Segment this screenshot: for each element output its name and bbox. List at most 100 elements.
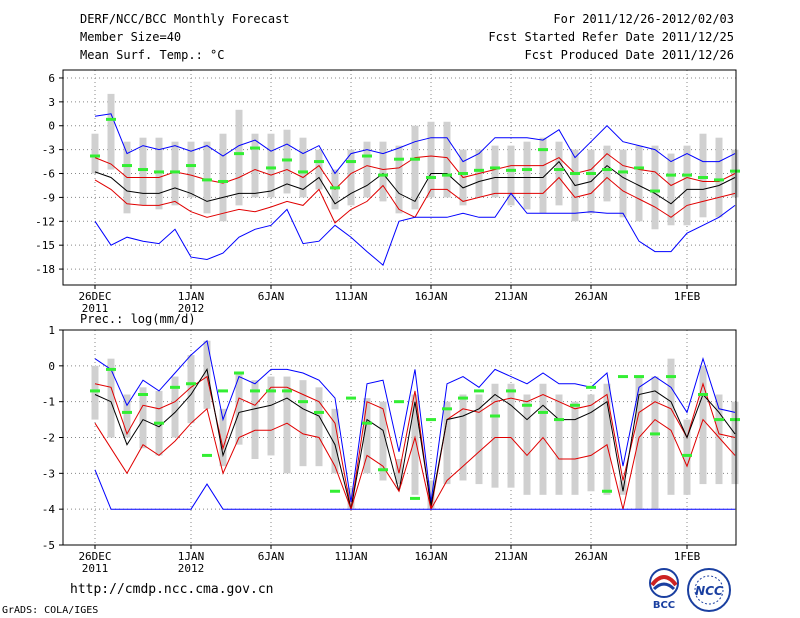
temp-spread-box — [91, 133, 99, 174]
variable-label: Mean Surf. Temp.: °C — [80, 48, 225, 62]
temp-spread-box — [107, 93, 115, 170]
prec-xtick-label-0: 26DEC — [78, 550, 111, 563]
prec-ytick-label-1: 0 — [48, 360, 55, 373]
temp-spread-box — [379, 141, 387, 202]
temp-spread-box — [315, 149, 323, 190]
bcc-logo-text: BCC — [653, 600, 675, 611]
temp-ytick-label-4: -6 — [42, 168, 55, 181]
prec-ytick-label-6: -5 — [42, 539, 55, 552]
prec-spread-box — [507, 383, 515, 488]
prec-spread-box — [107, 358, 115, 438]
temp-spread-box — [187, 141, 195, 198]
prec-spread-box — [555, 394, 563, 495]
temp-spread-box — [651, 145, 659, 230]
prec-xtick-label-4: 16JAN — [414, 550, 447, 563]
temp-xtick-label-3: 11JAN — [334, 290, 367, 303]
prec-spread-box — [651, 376, 659, 510]
temp-spread-box — [667, 153, 675, 226]
temp-spread-box — [491, 145, 499, 198]
prec-spread-box — [363, 398, 371, 474]
temp-ytick-label-7: -15 — [35, 239, 55, 252]
prec-spread-box — [379, 401, 387, 481]
prec-spread-box — [731, 401, 739, 485]
temp-spread-box — [139, 137, 147, 206]
temp-xtick-label-7: 1FEB — [674, 290, 701, 303]
temp-ytick-label-2: 0 — [48, 120, 55, 133]
temp-median-line — [94, 160, 736, 205]
temp-xtick-year-1: 2012 — [178, 302, 205, 315]
prec-spread-box — [427, 480, 435, 510]
temp-xtick-label-0: 26DEC — [78, 290, 111, 303]
source-url[interactable]: http://cmdp.ncc.cma.gov.cn — [70, 582, 274, 597]
member-size-label: Member Size=40 — [80, 30, 182, 44]
prec-xtick-label-1: 1JAN — [178, 550, 205, 563]
temp-spread-box — [699, 133, 707, 218]
prec-spread-box — [283, 376, 291, 474]
temp-spread-box — [235, 109, 243, 206]
temp-ytick-label-6: -12 — [35, 215, 55, 228]
prec-spread-box — [411, 394, 419, 495]
prec-spread-box — [219, 408, 227, 467]
prec-median-line — [94, 368, 736, 510]
temp-xtick-label-2: 6JAN — [258, 290, 285, 303]
prec-spread-box — [267, 376, 275, 456]
temp-spread-box — [555, 141, 563, 206]
prec-min-line — [94, 469, 735, 510]
temp-spread-box — [507, 145, 515, 206]
temp-spread-box — [171, 141, 179, 206]
prec-p25-line — [94, 407, 736, 511]
prec-spread-box — [203, 340, 211, 409]
prec-spread-box — [91, 365, 99, 420]
temp-ytick-label-3: -3 — [42, 144, 55, 157]
prec-ytick-label-3: -2 — [42, 432, 55, 445]
prec-spread-box — [331, 408, 339, 474]
temp-xtick-label-4: 16JAN — [414, 290, 447, 303]
prec-spread-box — [235, 373, 243, 445]
temp-max-line — [94, 113, 736, 175]
prec-spread-box — [539, 383, 547, 495]
temp-spread-box — [715, 137, 723, 218]
temp-plot-frame — [62, 69, 737, 286]
temp-xtick-label-6: 26JAN — [574, 290, 607, 303]
prec-spread-box — [683, 419, 691, 495]
temp-spread-box — [299, 137, 307, 198]
prec-xtick-label-3: 11JAN — [334, 550, 367, 563]
temp-spread-box — [395, 145, 403, 214]
prec-spread-box — [139, 387, 147, 449]
temp-spread-box — [539, 137, 547, 214]
prec-ytick-label-4: -3 — [42, 467, 55, 480]
prec-spread-box — [667, 358, 675, 495]
temp-spread-box — [523, 141, 531, 210]
prec-xtick-label-5: 21JAN — [494, 550, 527, 563]
prec-spread-box — [699, 365, 707, 485]
prec-spread-box — [443, 401, 451, 485]
temp-ytick-label-5: -9 — [42, 191, 55, 204]
temp-min-line — [94, 192, 736, 266]
ncc-logo-text: NCC — [695, 584, 723, 598]
temp-spread-box — [635, 145, 643, 222]
temp-spread-box — [155, 137, 163, 210]
prec-ytick-label-5: -4 — [42, 503, 56, 516]
temp-ytick-label-8: -18 — [35, 263, 55, 276]
prec-spread-box — [475, 394, 483, 485]
prec-spread-box — [715, 394, 723, 485]
prec-spread-box — [491, 383, 499, 488]
prec-spread-box — [571, 401, 579, 495]
prec-ytick-label-0: 1 — [48, 324, 55, 337]
temp-xtick-label-5: 21JAN — [494, 290, 527, 303]
temp-spread-box — [683, 145, 691, 226]
ncc-logo: NCC — [687, 568, 731, 612]
prec-xtick-label-7: 1FEB — [674, 550, 701, 563]
temp-xtick-label-1: 1JAN — [178, 290, 205, 303]
prec-xtick-year-1: 2012 — [178, 562, 205, 575]
prec-spread-box — [459, 394, 467, 481]
temp-spread-box — [219, 133, 227, 222]
temp-spread-box — [203, 141, 211, 214]
prec-ytick-label-2: -1 — [42, 396, 55, 409]
temp-spread-box — [603, 145, 611, 202]
prec-spread-box — [619, 480, 627, 495]
temp-ytick-label-0: 6 — [48, 72, 55, 85]
